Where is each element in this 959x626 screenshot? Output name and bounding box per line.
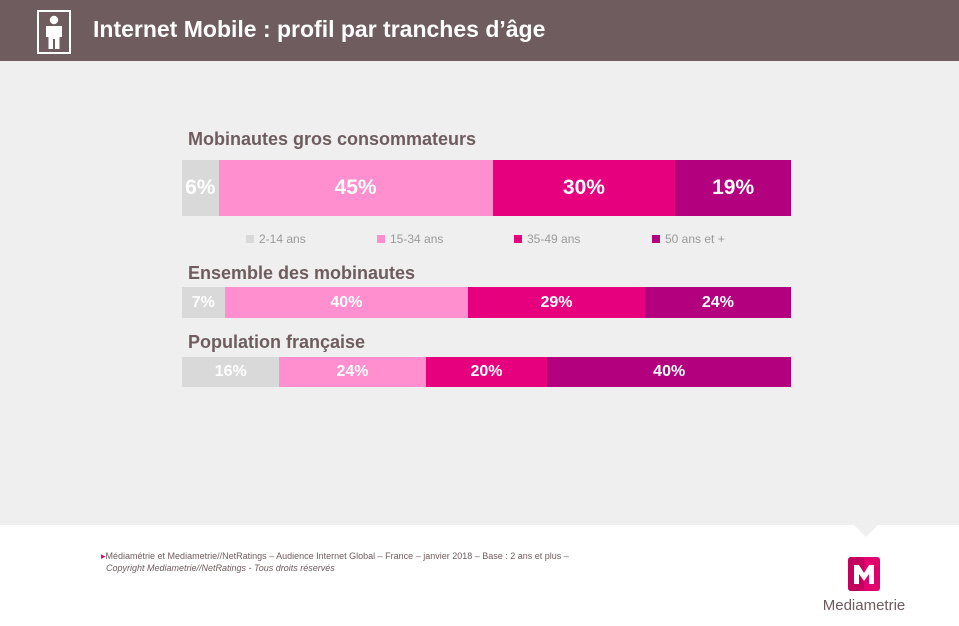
legend-item-50-plus: 50 ans et + xyxy=(652,232,725,246)
bullet-triangle-icon: ▸ xyxy=(101,551,106,561)
legend-item-35-49: 35-49 ans xyxy=(514,232,580,246)
legend-item-15-34: 15-34 ans xyxy=(377,232,443,246)
bar-segment-3-3: 20% xyxy=(425,357,548,387)
group-title-population: Population française xyxy=(188,332,366,352)
source-note: ▸Médiamétrie et Mediametrie//NetRatings … xyxy=(101,550,569,574)
group-title-ensemble: Ensemble des mobinautes xyxy=(188,263,416,283)
legend-label: 35-49 ans xyxy=(527,232,581,246)
legend-label: 2-14 ans xyxy=(259,232,306,246)
bar-segment-2-4: 24% xyxy=(644,287,791,318)
person-icon xyxy=(37,10,71,54)
bar-segment-2-2: 40% xyxy=(224,287,469,318)
legend-item-2-14: 2-14 ans xyxy=(246,232,306,246)
legend-swatch xyxy=(246,235,254,243)
bar-segment-2-3: 29% xyxy=(468,287,645,318)
copyright-text: Copyright Mediametrie//NetRatings - Tous… xyxy=(106,563,335,573)
mediametrie-logo-icon xyxy=(848,557,880,591)
stacked-bar-gros-consommateurs: 6% 45% 30% 19% xyxy=(182,160,791,216)
bar-segment-3-2: 24% xyxy=(279,357,426,387)
legend-swatch xyxy=(514,235,522,243)
legend-swatch xyxy=(652,235,660,243)
bar-segment-3-4: 40% xyxy=(547,357,791,387)
bar-segment-1-1: 6% xyxy=(182,160,219,216)
bar-segment-1-3: 30% xyxy=(492,160,676,216)
logo-wordmark: Mediametrie xyxy=(822,597,906,614)
bar-segment-2-1: 7% xyxy=(182,287,225,318)
group-title-gros-consommateurs: Mobinautes gros consommateurs xyxy=(188,129,477,149)
source-text: Médiamétrie et Mediametrie//NetRatings –… xyxy=(105,551,569,561)
legend-swatch xyxy=(377,235,385,243)
bar-segment-1-4: 19% xyxy=(675,160,791,216)
header-bar: Internet Mobile : profil par tranches d’… xyxy=(0,0,959,61)
legend-label: 50 ans et + xyxy=(665,232,725,246)
bar-segment-1-2: 45% xyxy=(218,160,493,216)
legend-label: 15-34 ans xyxy=(390,232,444,246)
stacked-bar-ensemble: 7% 40% 29% 24% xyxy=(182,287,791,318)
page-title: Internet Mobile : profil par tranches d’… xyxy=(93,16,546,42)
footer-notch xyxy=(854,525,878,537)
bar-segment-3-1: 16% xyxy=(182,357,280,387)
stacked-bar-population: 16% 24% 20% 40% xyxy=(182,357,791,387)
